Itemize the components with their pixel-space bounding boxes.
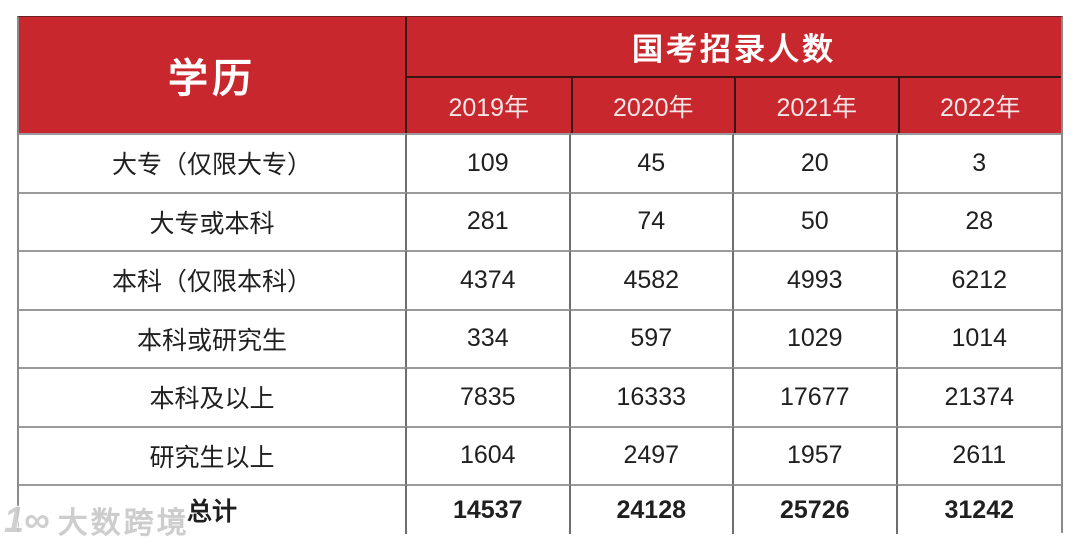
value-cell: 281: [407, 191, 571, 250]
value-cell: 1957: [734, 425, 898, 484]
value-cell: 28: [897, 191, 1061, 250]
value-cell: 597: [570, 308, 734, 367]
row-label-college-only: 大专（仅限大专）: [19, 133, 407, 192]
row-label-postgrad-and-above: 研究生以上: [19, 425, 407, 484]
value-cell: 1029: [734, 308, 898, 367]
value-cell: 109: [407, 133, 571, 192]
value-cell: 2611: [897, 425, 1061, 484]
year-header-2022: 2022年: [897, 78, 1061, 133]
group-header-recruit-count: 国考招录人数: [407, 17, 1061, 78]
value-cell: 4993: [734, 250, 898, 309]
year-header-2020: 2020年: [570, 78, 734, 133]
value-cell: 3: [897, 133, 1061, 192]
value-cell: 20: [734, 133, 898, 192]
value-cell: 17677: [734, 367, 898, 426]
value-cell: 334: [407, 308, 571, 367]
corner-header-education: 学历: [19, 17, 407, 133]
value-cell: 2497: [570, 425, 734, 484]
value-cell: 45: [570, 133, 734, 192]
value-cell: 7835: [407, 367, 571, 426]
value-cell: 4374: [407, 250, 571, 309]
value-cell: 4582: [570, 250, 734, 309]
value-cell: 1014: [897, 308, 1061, 367]
total-value-cell: 31242: [897, 484, 1061, 534]
value-cell: 16333: [570, 367, 734, 426]
total-value-cell: 24128: [570, 484, 734, 534]
row-label-total: 总计: [19, 484, 407, 534]
row-label-college-or-bachelor: 大专或本科: [19, 191, 407, 250]
value-cell: 6212: [897, 250, 1061, 309]
year-header-2021: 2021年: [734, 78, 898, 133]
row-label-bachelor-and-above: 本科及以上: [19, 367, 407, 426]
recruitment-table: 学历 国考招录人数 2019年 2020年 2021年 2022年 大专（仅限大…: [17, 16, 1063, 534]
year-header-2019: 2019年: [407, 78, 571, 133]
value-cell: 1604: [407, 425, 571, 484]
value-cell: 74: [570, 191, 734, 250]
total-value-cell: 14537: [407, 484, 571, 534]
value-cell: 21374: [897, 367, 1061, 426]
total-value-cell: 25726: [734, 484, 898, 534]
row-label-bachelor-or-postgrad: 本科或研究生: [19, 308, 407, 367]
row-label-bachelor-only: 本科（仅限本科）: [19, 250, 407, 309]
value-cell: 50: [734, 191, 898, 250]
